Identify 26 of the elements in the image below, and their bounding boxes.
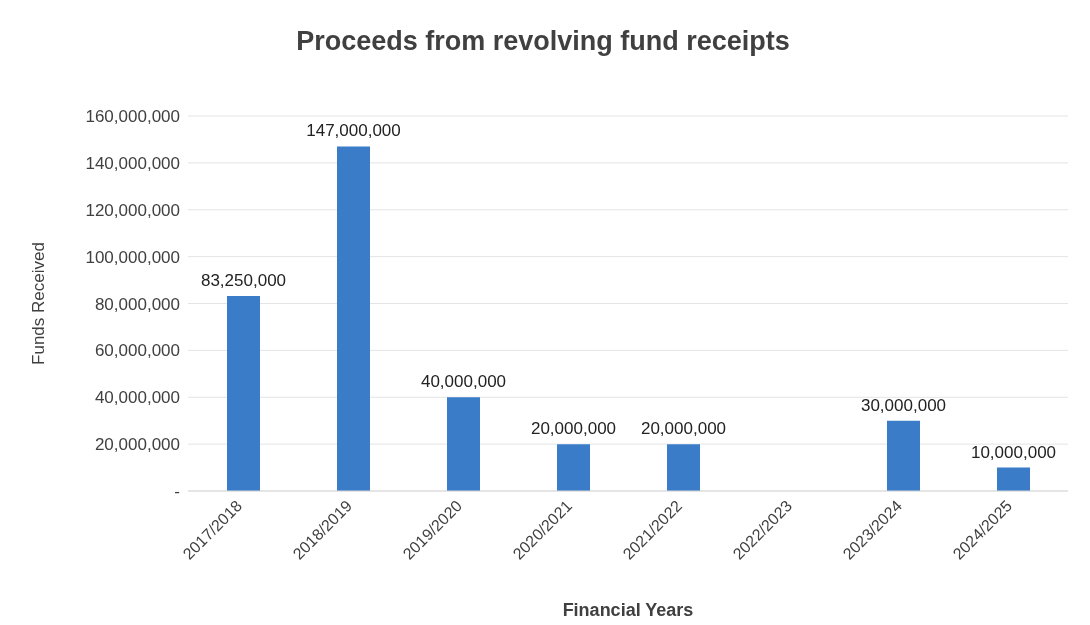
x-axis-title: Financial Years xyxy=(562,600,694,620)
bar xyxy=(997,467,1030,491)
data-label: 40,000,000 xyxy=(420,372,507,392)
data-label: 10,000,000 xyxy=(970,442,1057,462)
bar xyxy=(227,295,260,491)
data-label: 20,000,000 xyxy=(640,419,727,439)
y-tick-label: 40,000,000 xyxy=(94,388,180,408)
data-label: 147,000,000 xyxy=(306,121,401,141)
bar xyxy=(557,444,590,491)
y-tick-label: 120,000,000 xyxy=(85,200,180,220)
bar xyxy=(887,420,920,491)
y-tick-label: 140,000,000 xyxy=(85,153,180,173)
data-label: 83,250,000 xyxy=(200,270,287,290)
y-tick-label: 60,000,000 xyxy=(94,341,180,361)
data-label: 30,000,000 xyxy=(860,395,947,415)
y-axis-title: Funds Received xyxy=(29,242,49,365)
y-tick-label: - xyxy=(174,482,180,502)
y-tick-label: 20,000,000 xyxy=(94,435,180,455)
chart-title: Proceeds from revolving fund receipts xyxy=(295,25,791,58)
bar xyxy=(667,444,700,491)
y-tick-label: 80,000,000 xyxy=(94,294,180,314)
bar xyxy=(337,146,370,491)
y-tick-label: 160,000,000 xyxy=(85,107,180,127)
y-tick-label: 100,000,000 xyxy=(85,247,180,267)
bar xyxy=(447,397,480,491)
data-label: 20,000,000 xyxy=(530,419,617,439)
